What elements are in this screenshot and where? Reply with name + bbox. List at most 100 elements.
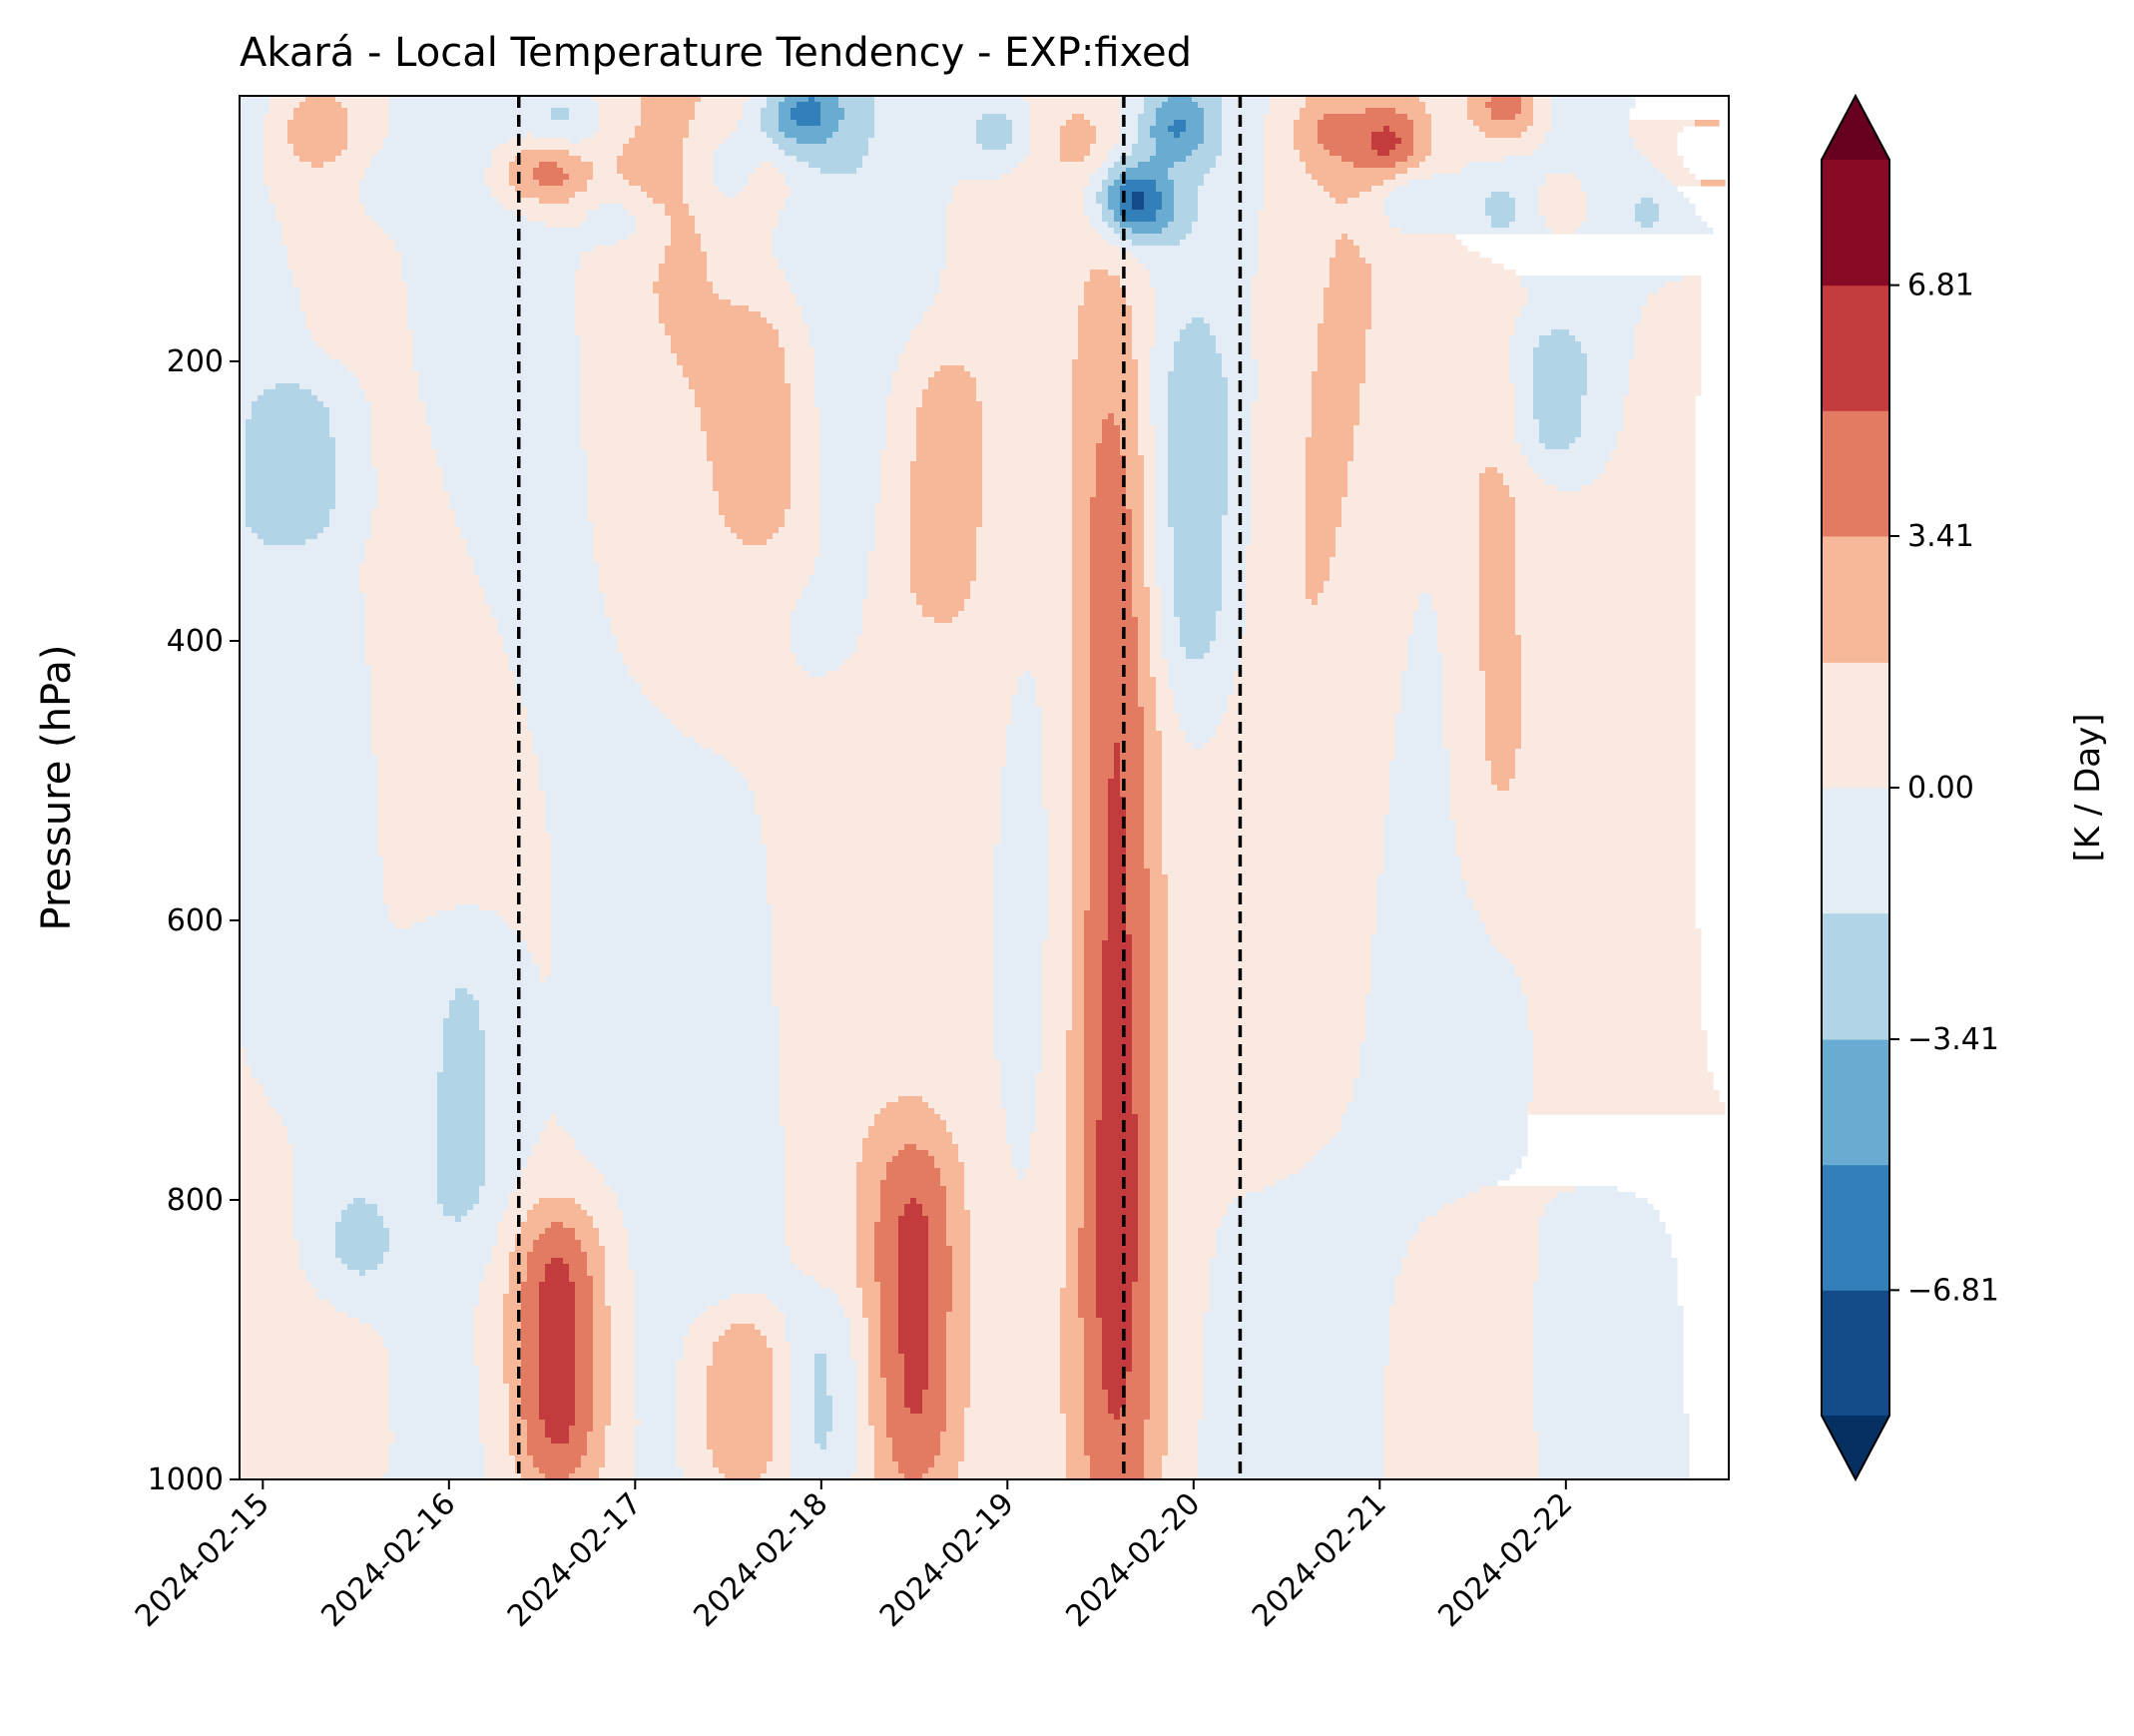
- contour-cell: [1144, 809, 1163, 816]
- contour-cell: [617, 641, 792, 648]
- contour-cell: [1072, 886, 1091, 893]
- contour-cell: [1108, 839, 1127, 846]
- contour-cell: [1551, 228, 1576, 235]
- contour-cell: [473, 1312, 504, 1319]
- contour-cell: [767, 868, 995, 875]
- contour-cell: [240, 1384, 390, 1391]
- contour-cell: [880, 1180, 941, 1187]
- contour-cell: [479, 904, 552, 911]
- contour-cell: [904, 1390, 923, 1397]
- contour-cell: [1144, 581, 1157, 588]
- contour-cell: [533, 132, 594, 139]
- contour-cell: [1018, 677, 1037, 684]
- contour-cell: [1084, 1438, 1145, 1445]
- contour-cell: [749, 96, 768, 103]
- contour-cell: [1120, 437, 1139, 444]
- contour-cell: [347, 144, 384, 151]
- contour-cell: [880, 491, 911, 498]
- contour-cell: [1222, 587, 1247, 594]
- contour-cell: [473, 1318, 504, 1325]
- contour-cell: [1204, 1378, 1384, 1385]
- contour-cell: [1090, 270, 1109, 277]
- contour-cell: [635, 126, 690, 133]
- contour-cell: [240, 665, 372, 672]
- contour-cell: [1006, 1132, 1031, 1139]
- contour-cell: [725, 1473, 762, 1479]
- contour-cell: [240, 120, 265, 127]
- contour-cell: [922, 605, 965, 612]
- contour-cell: [1533, 407, 1582, 414]
- contour-cell: [856, 1264, 875, 1271]
- contour-cell: [1264, 186, 1325, 193]
- contour-cell: [1407, 1246, 1540, 1253]
- contour-cell: [802, 311, 923, 318]
- contour-cell: [1479, 509, 1516, 516]
- contour-cell: [1168, 1354, 1205, 1361]
- contour-cell: [820, 485, 881, 492]
- contour-cell: [1144, 557, 1157, 564]
- contour-cell: [761, 1330, 786, 1337]
- contour-cell: [785, 359, 815, 366]
- contour-cell: [964, 1426, 1067, 1433]
- contour-cell: [1060, 1318, 1085, 1325]
- contour-cell: [635, 1306, 708, 1313]
- contour-cell: [1198, 210, 1259, 217]
- contour-cell: [1042, 1066, 1067, 1073]
- contour-cell: [785, 371, 815, 378]
- contour-cell: [1306, 545, 1336, 552]
- contour-cell: [1012, 695, 1037, 702]
- contour-cell: [994, 1012, 1043, 1019]
- contour-cell: [767, 886, 995, 893]
- contour-cell: [1126, 467, 1145, 474]
- contour-cell: [1180, 713, 1223, 720]
- contour-cell: [1162, 192, 1175, 199]
- contour-cell: [1641, 198, 1654, 205]
- contour-cell: [240, 952, 534, 959]
- contour-cell: [593, 539, 744, 546]
- contour-cell: [886, 437, 917, 444]
- contour-cell: [1222, 599, 1247, 606]
- contour-cell: [1425, 156, 1504, 163]
- contour-cell: [1126, 898, 1151, 905]
- contour-cell: [1353, 1096, 1534, 1103]
- contour-cell: [1138, 1222, 1151, 1229]
- contour-cell: [1539, 473, 1600, 480]
- contour-cell: [1090, 569, 1133, 576]
- contour-cell: [521, 1336, 540, 1343]
- contour-cell: [1252, 323, 1319, 330]
- contour-cell: [377, 491, 450, 498]
- contour-cell: [605, 1258, 630, 1265]
- contour-cell: [1024, 1174, 1067, 1181]
- contour-cell: [946, 1234, 971, 1241]
- contour-cell: [1479, 629, 1516, 636]
- contour-cell: [485, 1467, 516, 1474]
- contour-cell: [779, 1084, 1001, 1091]
- contour-cell: [240, 617, 366, 624]
- contour-cell: [814, 1366, 827, 1373]
- contour-cell: [1228, 485, 1253, 492]
- contour-cell: [1060, 1330, 1085, 1337]
- contour-cell: [629, 1240, 786, 1247]
- contour-cell: [1162, 821, 1384, 828]
- contour-cell: [611, 629, 792, 636]
- contour-cell: [934, 1108, 1007, 1115]
- contour-cell: [1659, 204, 1696, 211]
- contour-cell: [1306, 533, 1336, 540]
- contour-cell: [1479, 587, 1516, 594]
- contour-cell: [264, 162, 312, 169]
- contour-cell: [1383, 1455, 1540, 1462]
- contour-cell: [1138, 659, 1151, 666]
- contour-cell: [1096, 126, 1121, 133]
- contour-cell: [785, 347, 815, 354]
- contour-cell: [569, 1270, 588, 1277]
- contour-cell: [329, 509, 372, 516]
- contour-cell: [1096, 1252, 1139, 1259]
- contour-cell: [1084, 1138, 1097, 1145]
- contour-cell: [791, 1420, 815, 1427]
- contour-cell: [874, 96, 1025, 103]
- contour-cell: [1084, 1192, 1097, 1199]
- contour-cell: [1156, 323, 1187, 330]
- contour-cell: [1168, 1324, 1205, 1331]
- contour-cell: [1365, 347, 1510, 354]
- contour-cell: [1168, 928, 1378, 935]
